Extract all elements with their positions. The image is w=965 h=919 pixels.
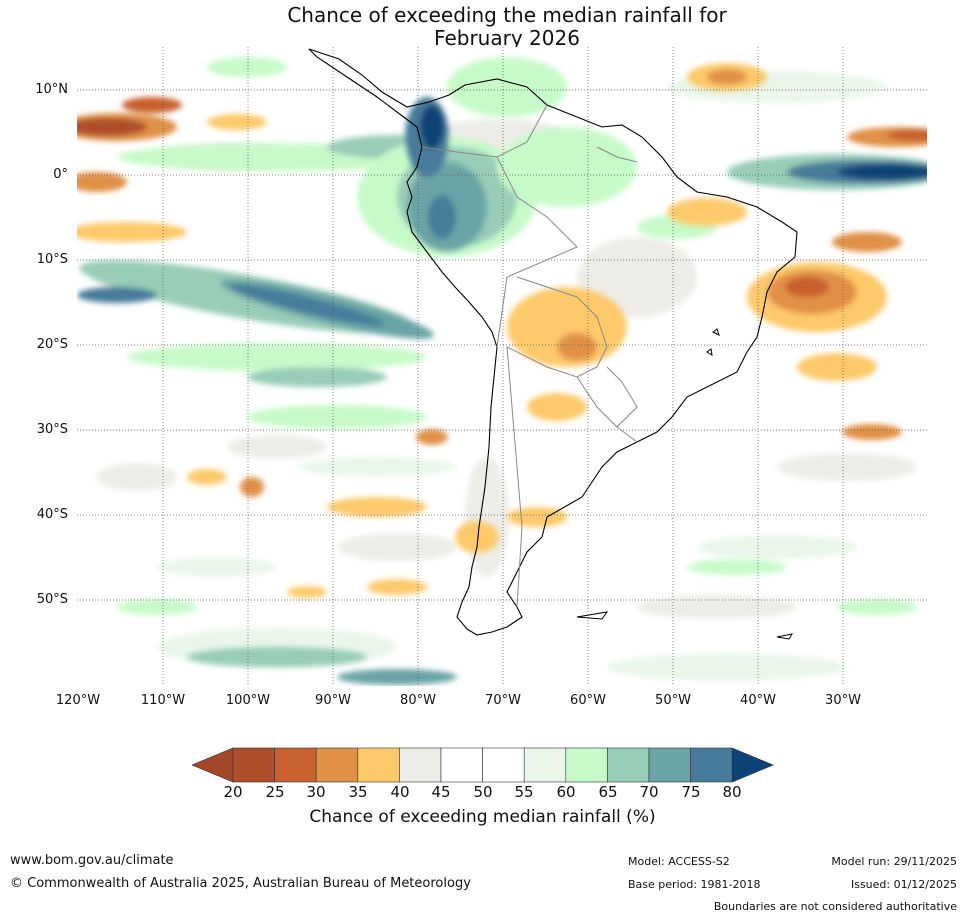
- lat-label-10n: 10°N: [35, 82, 68, 97]
- boundaries-disclaimer: Boundaries are not considered authoritat…: [713, 900, 957, 913]
- colorbar-tick: 45: [431, 783, 451, 801]
- colorbar-segment: [523, 747, 567, 783]
- colorbar-tick: 60: [556, 783, 576, 801]
- lat-label-10s: 10°S: [36, 252, 68, 267]
- lon-label-30w: 30°W: [825, 693, 861, 708]
- colorbar-extend-low: [192, 747, 234, 783]
- lon-label-90w: 90°W: [315, 693, 351, 708]
- colorbar-segment: [357, 747, 400, 783]
- south-america-coastline: [308, 48, 798, 636]
- lon-label-50w: 50°W: [655, 693, 691, 708]
- colorbar-segment: [690, 747, 733, 783]
- colorbar-tick: 20: [223, 783, 243, 801]
- colorbar-extend-high: [731, 747, 774, 783]
- colorbar-segment: [315, 747, 359, 783]
- colorbar-label: Chance of exceeding median rainfall (%): [309, 807, 656, 827]
- map-title: Chance of exceeding the median rainfall …: [0, 4, 965, 50]
- dry-anomaly-fields: [77, 63, 927, 598]
- country-borders: [421, 104, 638, 608]
- colorbar-tick: 75: [681, 783, 701, 801]
- rainfall-map: [77, 47, 927, 686]
- graticule: [77, 47, 927, 686]
- colorbar-tick: 40: [390, 783, 410, 801]
- lat-label-30s: 30°S: [36, 422, 68, 437]
- lon-label-110w: 110°W: [140, 693, 186, 708]
- colorbar-ticks: 20 25 30 35 40 45 50 55 60 65 70 75 80: [0, 783, 965, 803]
- lon-label-60w: 60°W: [570, 693, 606, 708]
- colorbar-tick: 55: [514, 783, 534, 801]
- model-name: Model: ACCESS-S2: [628, 855, 730, 868]
- lat-label-0: 0°: [53, 167, 68, 182]
- issued-date: Issued: 01/12/2025: [850, 878, 957, 891]
- lon-label-100w: 100°W: [225, 693, 271, 708]
- lon-label-80w: 80°W: [400, 693, 436, 708]
- base-period: Base period: 1981-2018: [628, 878, 761, 891]
- colorbar-tick: 30: [306, 783, 326, 801]
- lat-label-40s: 40°S: [36, 507, 68, 522]
- title-line-1: Chance of exceeding the median rainfall …: [287, 3, 727, 27]
- copyright-text: © Commonwealth of Australia 2025, Austra…: [10, 876, 471, 891]
- colorbar-tick: 70: [639, 783, 659, 801]
- colorbar-tick: 35: [348, 783, 368, 801]
- colorbar-tick: 65: [598, 783, 618, 801]
- colorbar-segment: [482, 747, 525, 783]
- model-run: Model run: 29/11/2025: [831, 855, 957, 868]
- colorbar-segment: [232, 747, 275, 783]
- website-link[interactable]: www.bom.gov.au/climate: [10, 853, 174, 868]
- islands: [576, 328, 794, 640]
- colorbar-segment: [648, 747, 691, 783]
- lon-label-70w: 70°W: [485, 693, 521, 708]
- colorbar: [192, 747, 774, 783]
- colorbar-tick: 50: [473, 783, 493, 801]
- lon-label-40w: 40°W: [740, 693, 776, 708]
- colorbar-segment: [274, 747, 317, 783]
- colorbar-segment: [607, 747, 650, 783]
- lat-label-50s: 50°S: [36, 592, 68, 607]
- title-line-2: February 2026: [434, 26, 580, 50]
- lon-label-120w: 120°W: [55, 693, 101, 708]
- colorbar-segment: [565, 747, 608, 783]
- lat-label-20s: 20°S: [36, 337, 68, 352]
- colorbar-tick: 25: [265, 783, 285, 801]
- colorbar-segment: [440, 747, 483, 783]
- colorbar-tick: 80: [722, 783, 742, 801]
- colorbar-segment: [399, 747, 442, 783]
